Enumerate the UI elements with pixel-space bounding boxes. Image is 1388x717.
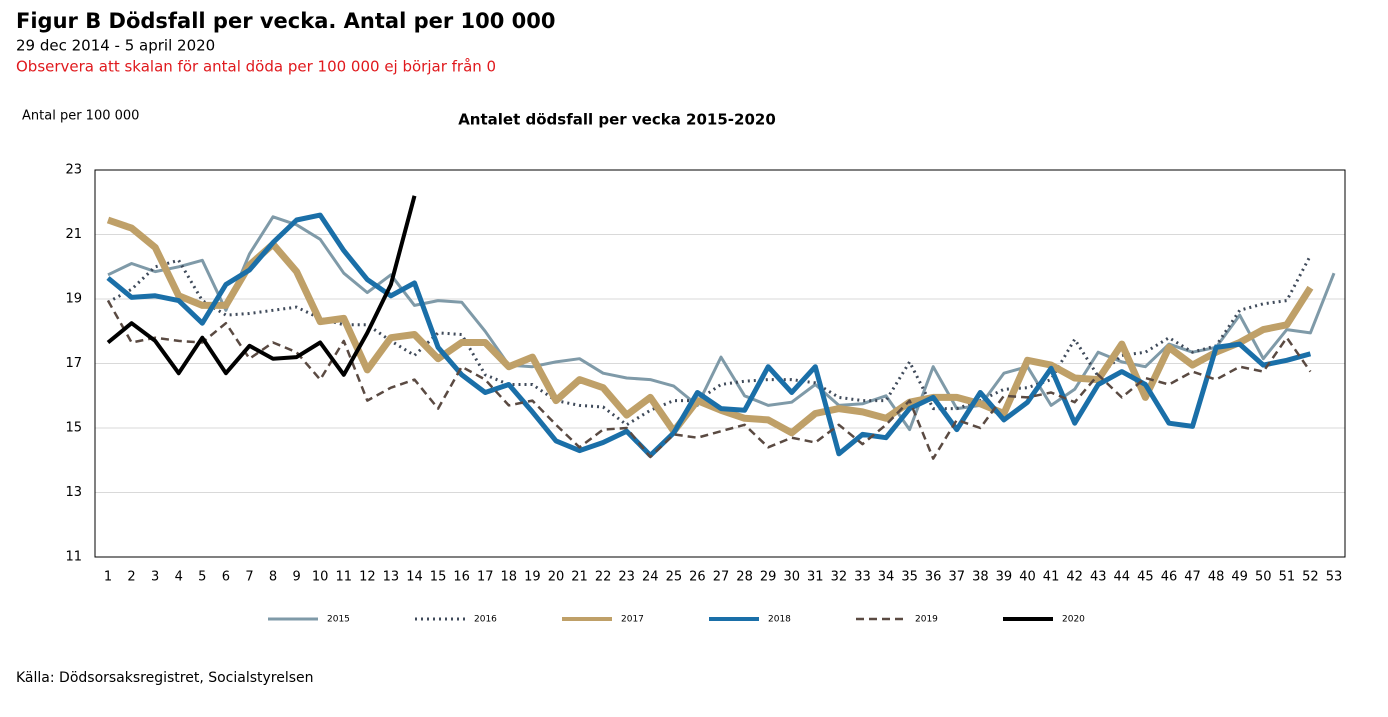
source: Källa: Dödsorsaksregistret, Socialstyrel… bbox=[16, 670, 314, 686]
x-tick-label: 25 bbox=[666, 570, 683, 585]
x-tick-label: 3 bbox=[151, 570, 159, 585]
x-tick-label: 9 bbox=[292, 570, 300, 585]
x-tick-label: 51 bbox=[1279, 570, 1296, 585]
subtitle: 29 dec 2014 - 5 april 2020 bbox=[16, 37, 215, 55]
x-tick-label: 26 bbox=[689, 570, 706, 585]
x-tick-label: 20 bbox=[548, 570, 565, 585]
x-tick-label: 48 bbox=[1208, 570, 1225, 585]
series-line bbox=[107, 254, 1312, 427]
x-tick-label: 38 bbox=[972, 570, 989, 585]
x-tick-label: 4 bbox=[175, 570, 183, 585]
x-tick-label: 34 bbox=[878, 570, 895, 585]
legend-label: 2017 bbox=[621, 615, 644, 625]
x-tick-label: 42 bbox=[1066, 570, 1083, 585]
x-tick-label: 44 bbox=[1114, 570, 1131, 585]
x-tick-label: 19 bbox=[524, 570, 541, 585]
x-tick-label: 43 bbox=[1090, 570, 1107, 585]
lines bbox=[106, 195, 1336, 460]
x-tick-label: 16 bbox=[453, 570, 470, 585]
x-tick-label: 10 bbox=[312, 570, 329, 585]
legend-label: 2016 bbox=[474, 615, 497, 625]
x-tick-label: 6 bbox=[222, 570, 230, 585]
x-tick-label: 17 bbox=[477, 570, 494, 585]
x-tick-label: 18 bbox=[501, 570, 518, 585]
y-axis-label: Antal per 100 000 bbox=[22, 109, 139, 124]
x-tick-label: 28 bbox=[736, 570, 753, 585]
x-tick-label: 47 bbox=[1184, 570, 1201, 585]
series-line bbox=[106, 212, 1312, 458]
x-tick-label: 41 bbox=[1043, 570, 1060, 585]
y-tick-label: 17 bbox=[65, 356, 82, 371]
x-tick-label: 21 bbox=[571, 570, 588, 585]
legend: 2015 2016 2017 2018 2019 2020 bbox=[268, 615, 1085, 625]
x-tick-label: 27 bbox=[713, 570, 730, 585]
x-tick-label: 5 bbox=[198, 570, 206, 585]
x-tick-label: 24 bbox=[642, 570, 659, 585]
x-tick-label: 35 bbox=[901, 570, 918, 585]
legend-label: 2019 bbox=[915, 615, 938, 625]
series-line bbox=[107, 215, 1336, 432]
note: Observera att skalan för antal döda per … bbox=[16, 58, 496, 76]
x-tick-label: 13 bbox=[383, 570, 400, 585]
grid bbox=[95, 169, 1345, 558]
x-tick-label: 49 bbox=[1231, 570, 1248, 585]
x-tick-label: 30 bbox=[783, 570, 800, 585]
series-line bbox=[106, 195, 417, 377]
x-tick-label: 22 bbox=[595, 570, 612, 585]
x-tick-label: 39 bbox=[996, 570, 1013, 585]
x-tick-label: 53 bbox=[1326, 570, 1343, 585]
y-tick-label: 15 bbox=[65, 421, 82, 436]
series-line bbox=[106, 216, 1314, 437]
y-tick-label: 13 bbox=[65, 485, 82, 500]
x-tick-label: 32 bbox=[831, 570, 848, 585]
x-tick-label: 52 bbox=[1302, 570, 1319, 585]
y-tick-label: 11 bbox=[65, 550, 82, 565]
x-tick-label: 15 bbox=[430, 570, 447, 585]
x-tick-label: 8 bbox=[269, 570, 277, 585]
x-tick-label: 37 bbox=[948, 570, 965, 585]
y-tick-label: 23 bbox=[65, 163, 82, 178]
page-title: Figur B Dödsfall per vecka. Antal per 10… bbox=[16, 9, 556, 33]
x-tick-label: 23 bbox=[618, 570, 635, 585]
x-tick-label: 36 bbox=[925, 570, 942, 585]
legend-label: 2020 bbox=[1062, 615, 1085, 625]
x-tick-label: 40 bbox=[1019, 570, 1036, 585]
x-tick-label: 11 bbox=[335, 570, 352, 585]
x-tick-label: 7 bbox=[245, 570, 253, 585]
legend-label: 2018 bbox=[768, 615, 791, 625]
x-tick-label: 31 bbox=[807, 570, 824, 585]
y-tick-label: 21 bbox=[65, 227, 82, 242]
chart-title: Antalet dödsfall per vecka 2015-2020 bbox=[458, 111, 776, 129]
x-tick-label: 33 bbox=[854, 570, 871, 585]
x-tick-label: 50 bbox=[1255, 570, 1272, 585]
x-tick-label: 29 bbox=[760, 570, 777, 585]
y-tick-label: 19 bbox=[65, 292, 82, 307]
series-line bbox=[106, 299, 1312, 460]
x-tick-label: 2 bbox=[127, 570, 135, 585]
x-tick-label: 14 bbox=[406, 570, 423, 585]
x-tick-label: 46 bbox=[1161, 570, 1178, 585]
x-tick-label: 45 bbox=[1137, 570, 1154, 585]
x-tick-label: 12 bbox=[359, 570, 376, 585]
legend-label: 2015 bbox=[327, 615, 350, 625]
x-tick-label: 1 bbox=[104, 570, 112, 585]
plot-frame bbox=[94, 169, 1346, 558]
